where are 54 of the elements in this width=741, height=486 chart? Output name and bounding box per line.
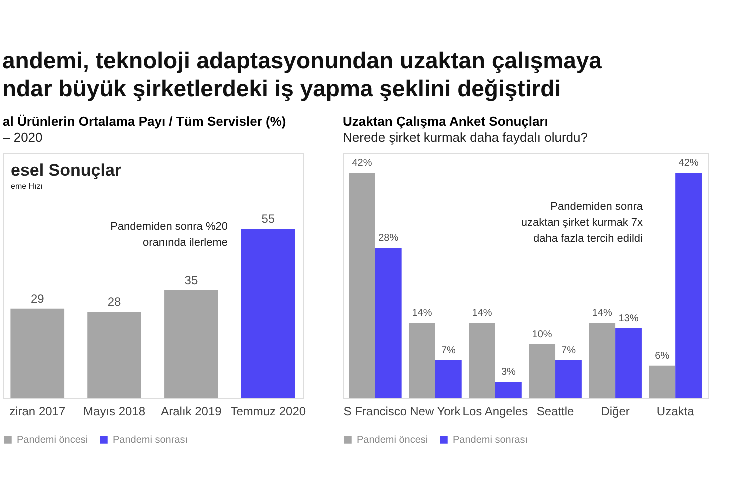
x-tick-label: New York [410, 404, 462, 418]
data-label: 7% [561, 346, 576, 357]
data-label: 14% [412, 308, 432, 320]
data-label: 6% [655, 350, 670, 362]
bar [10, 308, 65, 398]
bar [88, 312, 142, 398]
legend-label: Pandemi öncesi [357, 435, 428, 446]
annotation: Pandemiden sonra uzaktan şirket kurmak 7x daha fazla tercih edildi [521, 201, 644, 245]
legend-label: Pandemi öncesi [17, 435, 88, 446]
data-label: 3% [501, 366, 516, 378]
bar [529, 344, 556, 398]
data-label: 35 [184, 273, 198, 288]
bar [556, 360, 582, 398]
x-tick-label: Uzakta [656, 404, 695, 418]
legend-label: Pandemi sonrası [113, 435, 188, 446]
data-label: 29 [30, 292, 45, 306]
data-label: 28% [378, 233, 399, 244]
x-tick-label: Mayıs 2018 [84, 404, 146, 418]
data-label: 28 [108, 294, 122, 309]
bar [495, 382, 522, 398]
chart-title: andemi, teknoloji adaptasyonundan uzaktan çalışmaya ndar büyük şirketlerdeki iş yapma şeklini değiştirdi [2, 48, 602, 102]
text: eme Hızı [11, 182, 44, 191]
bar [589, 323, 616, 398]
x-tick-label: Seattle [536, 404, 575, 418]
x-tick-label: Los Angeles [462, 404, 528, 418]
x-tick-label: Temmuz 2020 [230, 404, 306, 418]
data-label: 7% [441, 346, 456, 357]
data-label: 10% [532, 329, 552, 340]
bar [469, 323, 496, 398]
bar [241, 229, 296, 398]
data-label: 14% [592, 308, 612, 320]
data-label: 42% [678, 158, 699, 170]
chart-subtitle: Nerede şirket kurmak daha faydalı olurdu? [343, 130, 588, 145]
data-label: 14% [472, 308, 492, 320]
chart-subtitle: al Ürünlerin Ortalama Payı / Tüm Servisler (%) – 2020 [3, 114, 286, 145]
x-tick-label: S Francisco [344, 404, 408, 418]
bar [616, 328, 642, 398]
data-label: 42% [352, 158, 372, 170]
data-label: 13% [618, 313, 639, 324]
x-tick-label: ziran 2017 [10, 404, 66, 418]
chart-title: Uzaktan Çalışma Anket Sonuçları [343, 114, 548, 129]
bar [375, 248, 402, 398]
legend-label: Pandemi sonrası [453, 435, 528, 446]
x-tick-label: Aralık 2019 [161, 404, 222, 418]
bar [435, 360, 462, 398]
data-label: 55 [262, 212, 276, 226]
text: esel Sonuçlar [11, 161, 122, 180]
bar [676, 173, 702, 398]
bar [164, 290, 218, 398]
bar [409, 323, 436, 398]
annotation: Pandemiden sonra %20 oranında ilerleme [110, 221, 228, 249]
x-tick-label: Diğer [601, 404, 630, 418]
bar [649, 366, 676, 398]
bar [349, 173, 376, 398]
